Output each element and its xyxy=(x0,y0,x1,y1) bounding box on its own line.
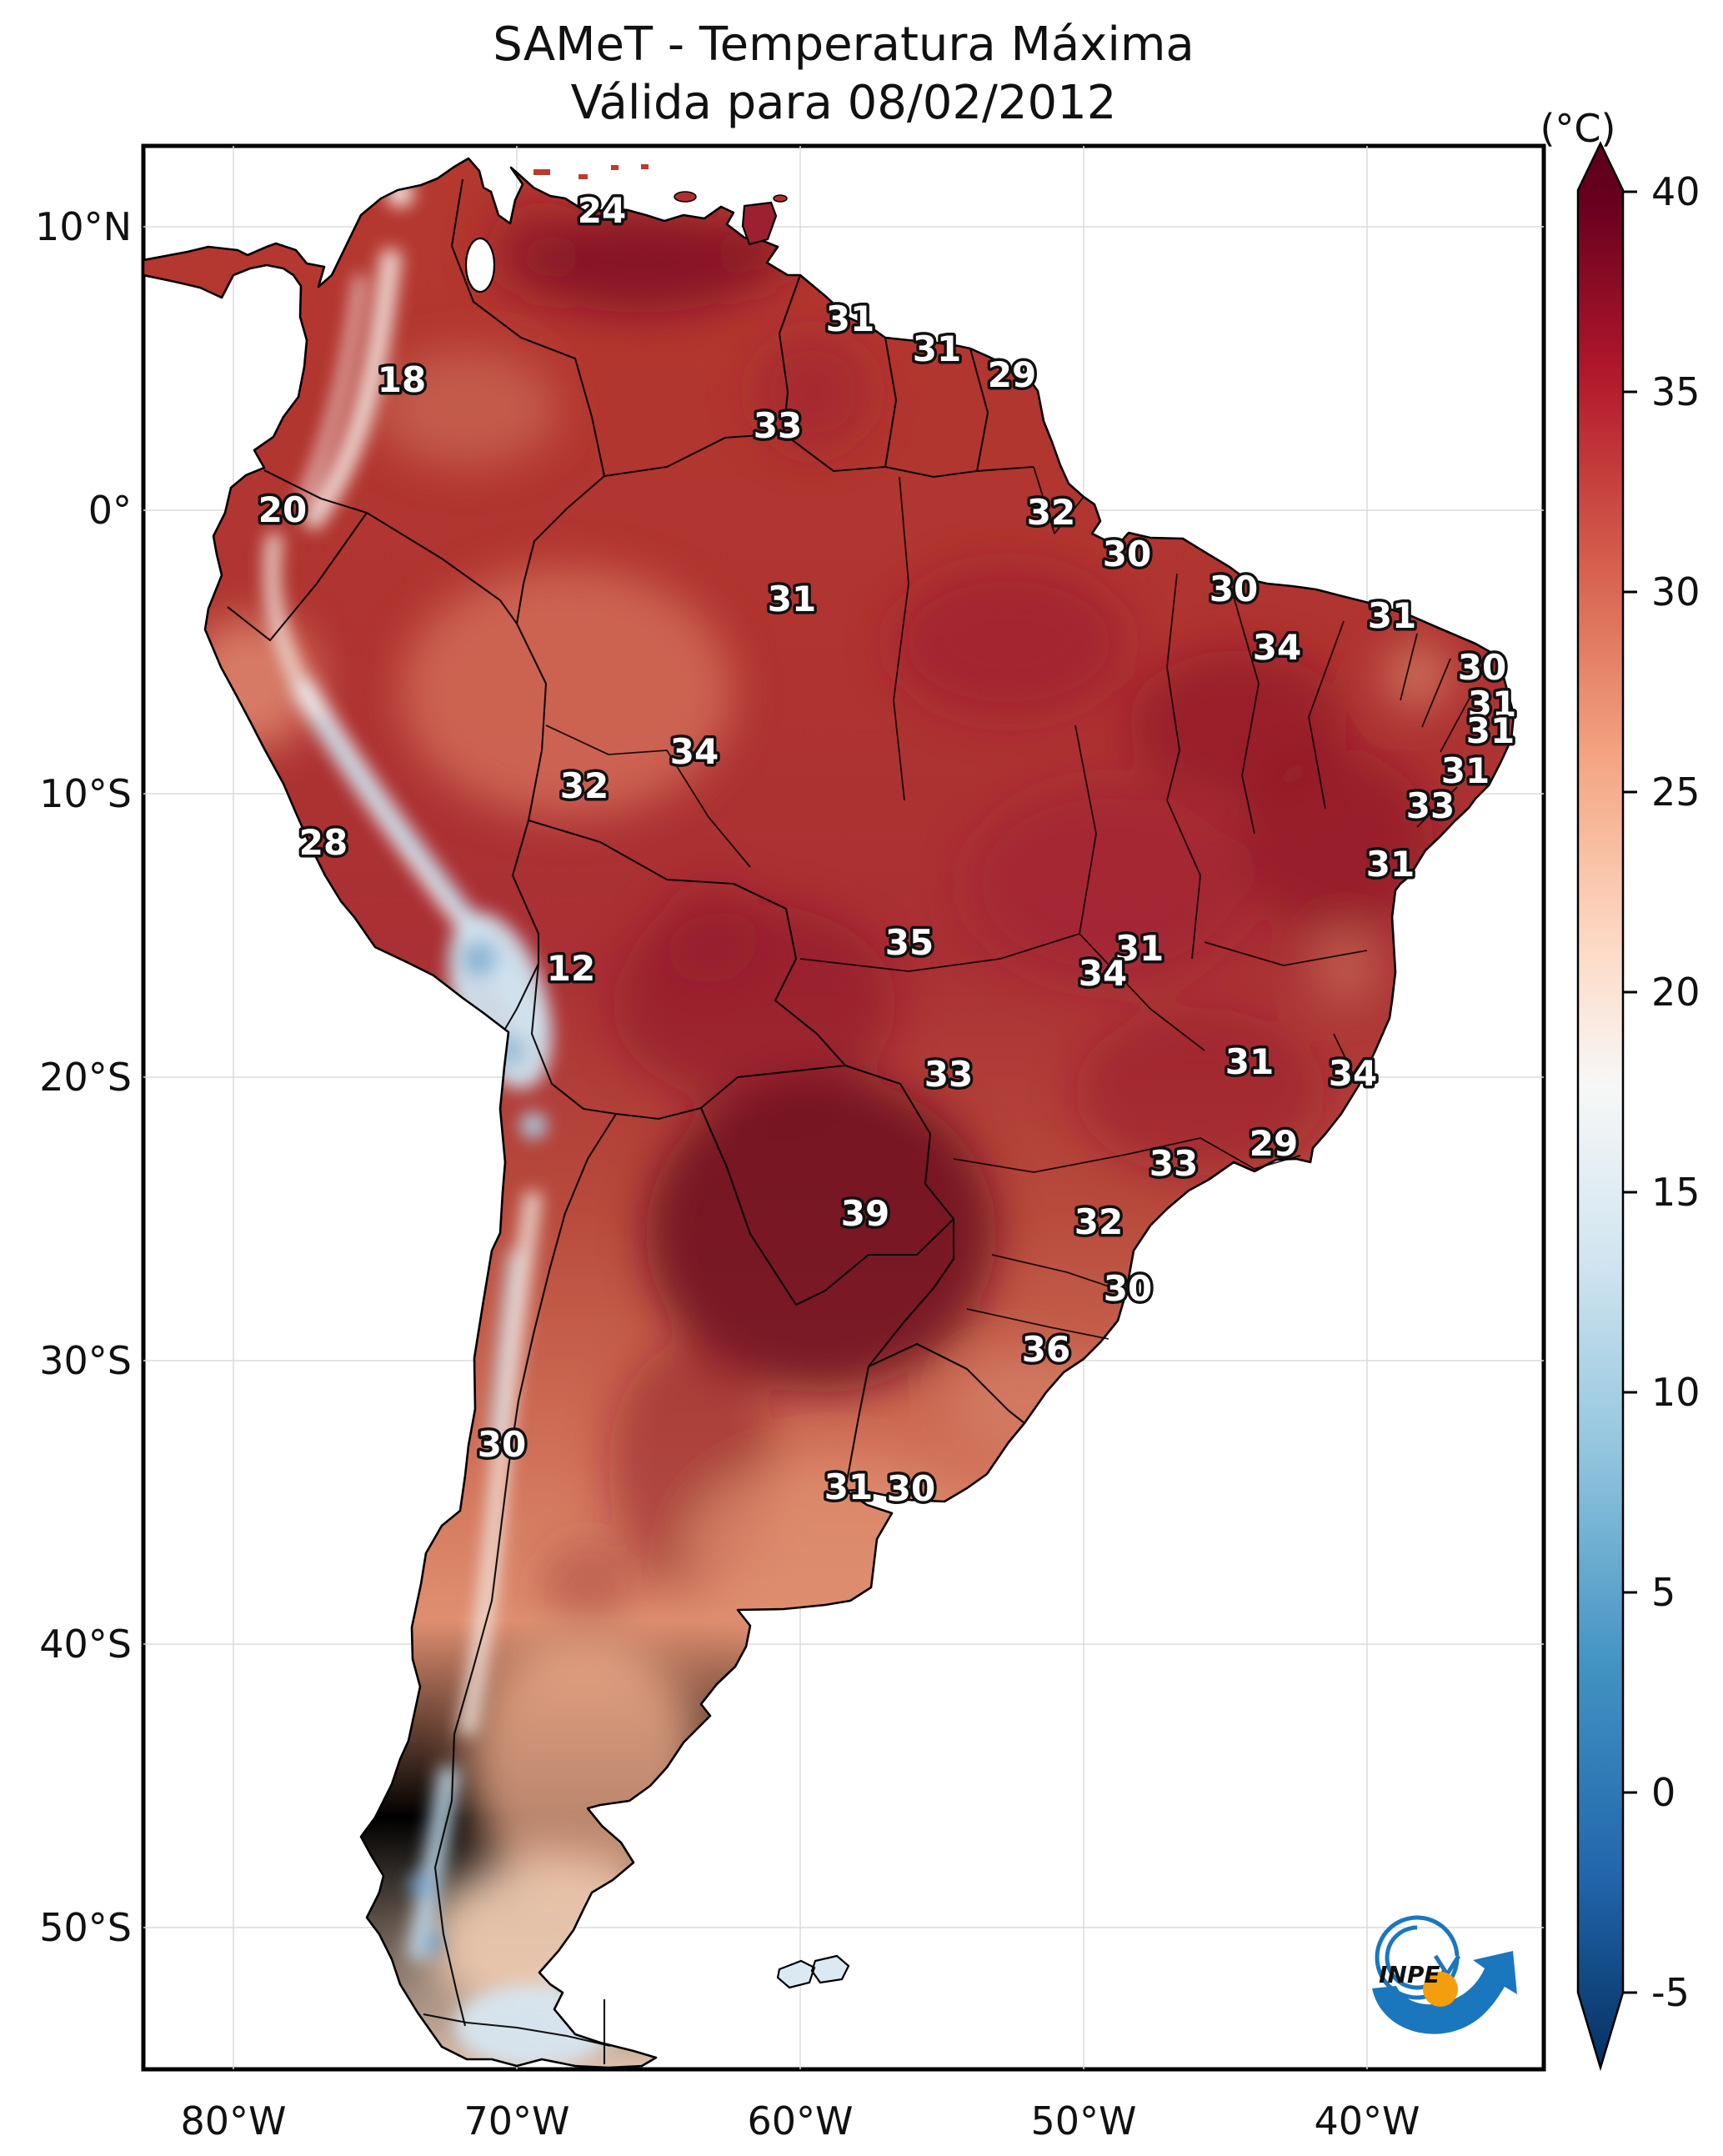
lat-tick: 0° xyxy=(88,488,132,533)
country-borders xyxy=(227,178,1034,2064)
temp-label: 35 xyxy=(885,922,934,963)
lat-tick: 40°S xyxy=(39,1622,132,1667)
cbar-tick-label: 40 xyxy=(1651,169,1700,214)
colorbar-tick-labels: 40 35 30 25 20 15 10 5 0 -5 xyxy=(1651,169,1700,2015)
temp-label: 34 xyxy=(1329,1053,1377,1094)
temp-label: 29 xyxy=(988,354,1036,395)
lat-tick: 10°N xyxy=(35,204,132,249)
lat-tick: 50°S xyxy=(39,1905,132,1950)
cbar-tick-label: 15 xyxy=(1651,1170,1700,1215)
state-borders xyxy=(545,466,1475,1340)
temp-label: 30 xyxy=(1104,1268,1152,1309)
figure-title-line2: Válida para 08/02/2012 xyxy=(571,76,1117,130)
temp-label: 31 xyxy=(768,579,816,619)
colorbar: (°C) 40 35 30 25 20 15 10 5 0 -5 xyxy=(1540,106,1700,2072)
lon-tick: 60°W xyxy=(747,2098,853,2143)
lake-maracaibo xyxy=(464,237,496,293)
temp-label: 31 xyxy=(1466,710,1515,751)
cbar-tick-label: 35 xyxy=(1651,369,1700,414)
temp-label: 28 xyxy=(299,822,348,863)
temp-label: 32 xyxy=(560,765,609,806)
temp-label: 32 xyxy=(1074,1201,1123,1242)
temp-label: 30 xyxy=(1103,534,1151,574)
longitude-axis: 80°W 70°W 60°W 50°W 40°W xyxy=(180,2098,1420,2143)
latitude-axis: 10°N 0° 10°S 20°S 30°S 40°S 50°S xyxy=(35,204,132,1950)
temp-label: 33 xyxy=(1150,1143,1198,1184)
temp-label: 33 xyxy=(924,1054,973,1095)
temp-label: 31 xyxy=(824,1467,873,1507)
temp-label: 30 xyxy=(1458,647,1506,688)
temp-label: 31 xyxy=(913,328,961,369)
cbar-tick-label: 20 xyxy=(1651,970,1700,1015)
temp-label: 34 xyxy=(1079,953,1127,994)
temp-label: 12 xyxy=(547,948,595,989)
lon-tick: 70°W xyxy=(463,2098,569,2143)
temp-label: 30 xyxy=(887,1468,935,1509)
inpe-logo: INPE xyxy=(1372,1915,1517,2034)
colorbar-ticks xyxy=(1623,190,1637,1994)
temp-label: 24 xyxy=(578,190,626,231)
cbar-tick-label: 5 xyxy=(1651,1570,1675,1615)
temp-label: 33 xyxy=(1406,785,1455,826)
lat-tick: 20°S xyxy=(39,1055,132,1100)
temp-label: 31 xyxy=(826,298,874,339)
lon-tick: 40°W xyxy=(1314,2098,1420,2143)
temp-label: 30 xyxy=(478,1424,526,1465)
temp-label: 31 xyxy=(1115,928,1164,969)
temp-label: 32 xyxy=(1027,492,1075,533)
inpe-logo-orange-dot xyxy=(1423,1972,1458,2007)
temp-label: 20 xyxy=(258,489,307,530)
falkland-islands xyxy=(776,1954,850,1989)
colorbar-unit-label: (°C) xyxy=(1540,106,1615,151)
temp-label: 31 xyxy=(1225,1041,1274,1082)
cbar-tick-label: 10 xyxy=(1651,1370,1700,1415)
lon-tick: 80°W xyxy=(180,2098,286,2143)
temperature-labels: 24 31 31 29 33 18 20 32 30 30 31 31 34 3… xyxy=(255,188,1519,1512)
temp-label: 36 xyxy=(1022,1329,1070,1370)
cbar-tick-label: 25 xyxy=(1651,770,1700,815)
lat-tick: 10°S xyxy=(39,771,132,816)
lat-tick: 30°S xyxy=(39,1338,132,1383)
islands xyxy=(533,164,850,1989)
figure-title-line1: SAMeT - Temperatura Máxima xyxy=(493,18,1195,72)
colorbar-bar xyxy=(1576,141,1625,2072)
temp-label: 34 xyxy=(1253,627,1301,668)
temp-label: 29 xyxy=(1250,1123,1298,1164)
cbar-tick-label: -5 xyxy=(1651,1970,1690,2015)
inpe-logo-text: INPE xyxy=(1379,1961,1440,1988)
temp-label: 31 xyxy=(1368,595,1416,636)
temp-label: 34 xyxy=(670,731,719,772)
cbar-tick-label: 0 xyxy=(1651,1770,1675,1815)
temp-label: 30 xyxy=(1210,569,1258,609)
cbar-tick-label: 30 xyxy=(1651,569,1700,614)
temp-label: 31 xyxy=(1468,684,1516,725)
temp-label: 33 xyxy=(754,405,802,446)
lon-tick: 50°W xyxy=(1030,2098,1136,2143)
temp-label: 39 xyxy=(841,1193,889,1234)
temp-label: 18 xyxy=(378,359,426,400)
temp-label: 31 xyxy=(1441,750,1490,791)
temp-label: 31 xyxy=(1366,844,1415,885)
